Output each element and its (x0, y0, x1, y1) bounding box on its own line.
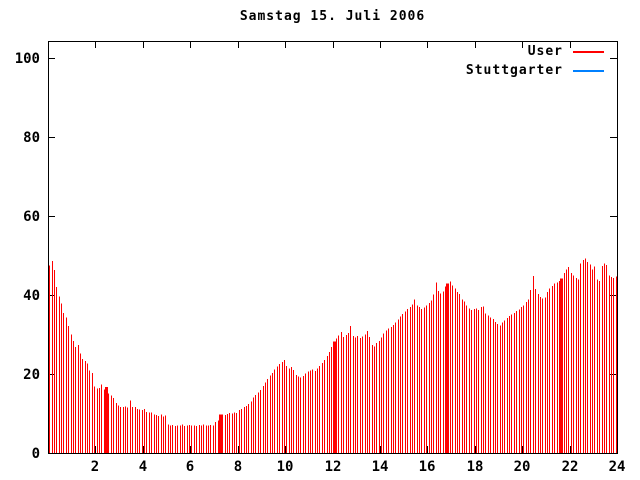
svg-text:100: 100 (15, 51, 40, 67)
svg-text:80: 80 (23, 130, 40, 146)
svg-text:12: 12 (325, 459, 342, 475)
y-tick-labels: 0 20 40 60 80 100 (15, 51, 40, 462)
svg-text:20: 20 (23, 367, 40, 383)
legend-item-user: User (528, 44, 604, 59)
axis-ticks (48, 41, 618, 454)
x-tick-labels: 2 4 6 8 10 12 14 16 18 20 22 24 (91, 459, 626, 475)
user-series-bars (49, 258, 617, 454)
svg-text:20: 20 (514, 459, 531, 475)
svg-text:6: 6 (186, 459, 194, 475)
svg-text:8: 8 (234, 459, 242, 475)
svg-text:18: 18 (467, 459, 484, 475)
legend-line-stuttgarter-swatch (573, 69, 604, 72)
svg-text:2: 2 (91, 459, 99, 475)
plot-border (48, 41, 618, 454)
svg-text:22: 22 (562, 459, 579, 475)
svg-text:16: 16 (419, 459, 436, 475)
legend-item-stuttgarter: Stuttgarter (466, 63, 604, 78)
svg-text:4: 4 (139, 459, 147, 475)
legend-label-user: User (527, 44, 563, 59)
svg-text:0: 0 (32, 446, 40, 462)
svg-text:14: 14 (372, 459, 389, 475)
svg-text:10: 10 (277, 459, 294, 475)
svg-text:60: 60 (23, 209, 40, 225)
chart-title: Samstag 15. Juli 2006 (239, 9, 426, 24)
svg-text:40: 40 (23, 288, 40, 304)
legend-label-stuttgarter: Stuttgarter (465, 63, 563, 78)
svg-text:24: 24 (609, 459, 626, 475)
legend-line-user-swatch (573, 50, 604, 53)
